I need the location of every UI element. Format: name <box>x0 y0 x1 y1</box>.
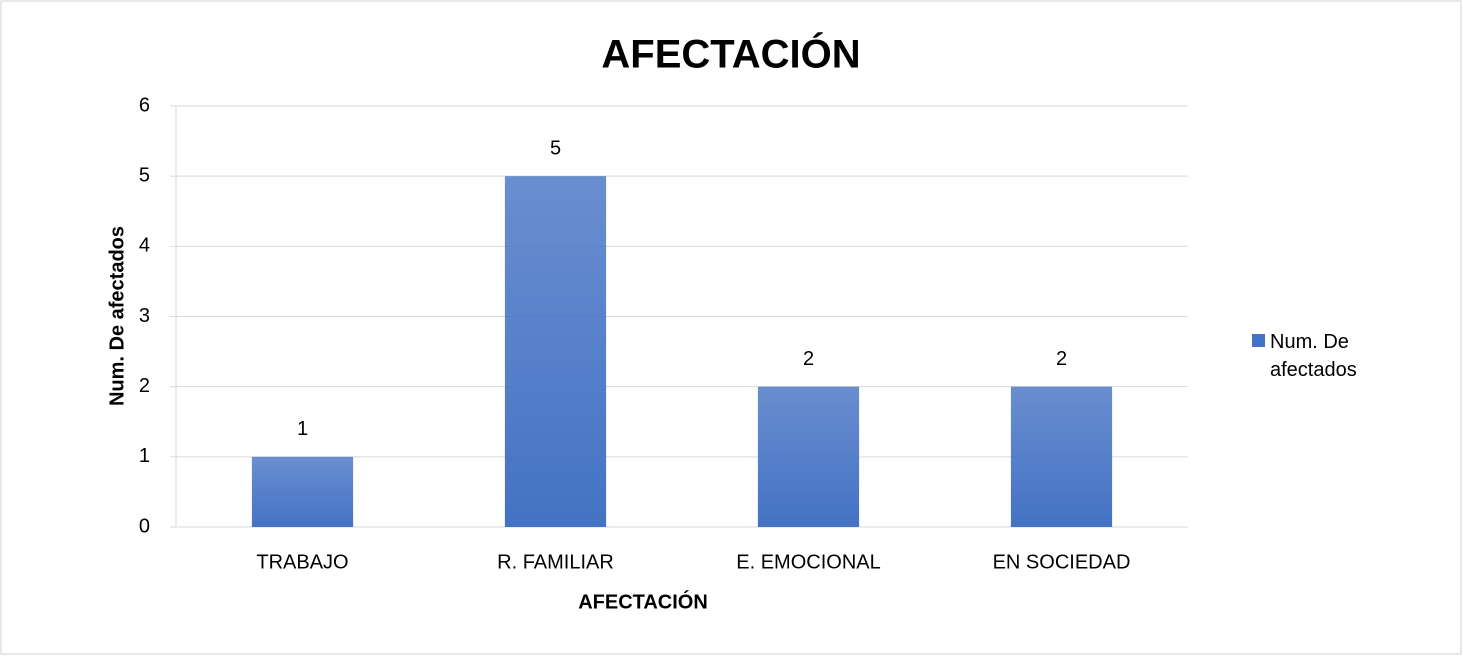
data-label: 2 <box>803 348 814 370</box>
legend-swatch <box>1252 334 1265 347</box>
legend: Num. De afectados <box>1252 328 1400 384</box>
chart-title: AFECTACIÓN <box>601 31 860 77</box>
bar <box>1010 386 1113 527</box>
data-label: 2 <box>1056 348 1067 370</box>
y-tick-label: 4 <box>139 235 150 257</box>
y-tick-label: 3 <box>139 305 150 327</box>
x-tick-label: TRABAJO <box>256 551 348 573</box>
legend-label: Num. De afectados <box>1270 331 1357 381</box>
y-tick-label: 5 <box>139 164 150 186</box>
data-label: 5 <box>550 137 561 159</box>
bar <box>757 386 860 527</box>
bar <box>504 176 607 527</box>
x-tick-label: EN SOCIEDAD <box>993 551 1131 573</box>
data-label: 1 <box>297 418 308 440</box>
x-tick-label: R. FAMILIAR <box>497 551 614 573</box>
y-tick-label: 1 <box>139 445 150 467</box>
y-tick-label: 2 <box>139 375 150 397</box>
y-tick-label: 0 <box>139 515 150 537</box>
y-axis-label: Num. De afectados <box>106 226 128 406</box>
x-tick-label: E. EMOCIONAL <box>736 551 880 573</box>
y-tick-label: 6 <box>139 94 150 116</box>
bar <box>251 456 354 527</box>
x-axis-label: AFECTACIÓN <box>578 589 708 613</box>
